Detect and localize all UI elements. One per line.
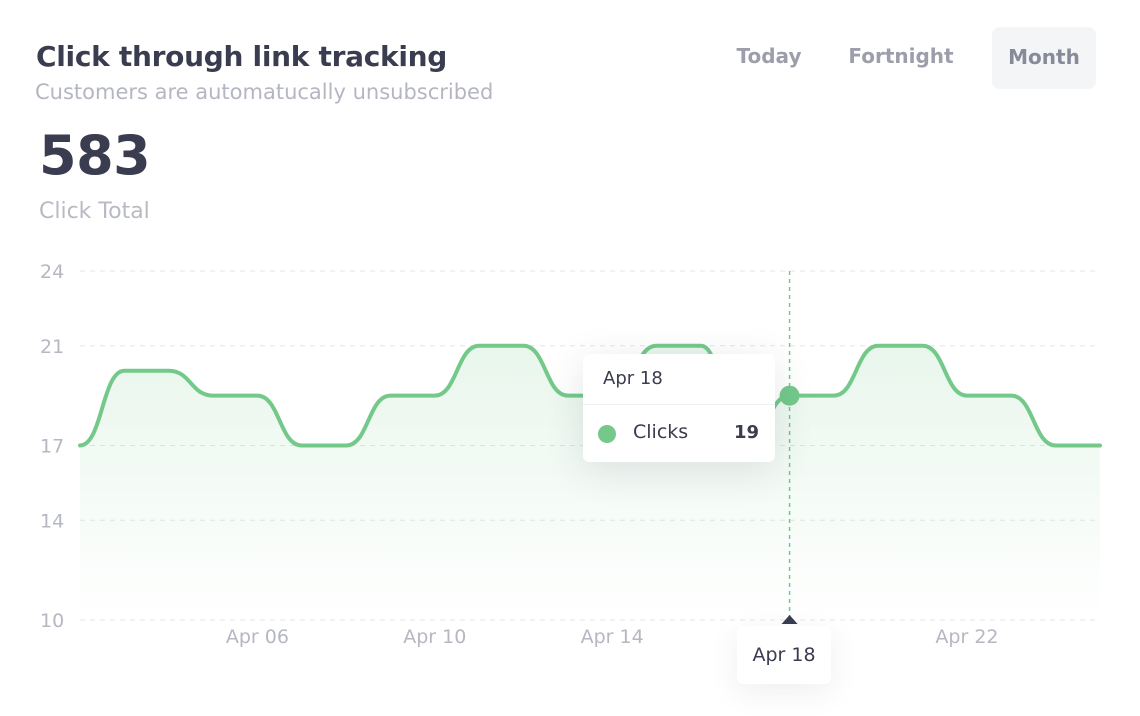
data-point <box>1097 443 1103 449</box>
y-tick-label: 17 <box>40 436 64 458</box>
tooltip-series-name: Clicks <box>633 421 689 443</box>
data-point <box>964 393 970 399</box>
x-tick-label: Apr 06 <box>226 626 289 648</box>
x-tick-label: Apr 14 <box>581 626 644 648</box>
click-total-value: 583 <box>39 124 151 187</box>
tooltip-series-value: 19 <box>733 422 759 443</box>
tooltip-date: Apr 18 <box>603 368 663 389</box>
data-point <box>254 393 260 399</box>
hover-point <box>779 385 800 406</box>
data-point <box>432 393 438 399</box>
range-tabs: Today Fortnight Month <box>704 26 1100 89</box>
x-tick-label: Apr 22 <box>935 626 998 648</box>
tab-today[interactable]: Today <box>736 44 802 68</box>
data-point <box>698 343 704 349</box>
data-point <box>831 393 837 399</box>
y-tick-label: 24 <box>40 261 64 283</box>
tab-month[interactable]: Month <box>992 27 1096 89</box>
chart-title: Click through link tracking <box>36 40 448 73</box>
chart-subtitle: Customers are automatucally unsubscribed <box>35 80 494 104</box>
data-point <box>299 443 305 449</box>
data-point <box>1053 443 1059 449</box>
data-point <box>520 343 526 349</box>
data-point <box>1008 393 1014 399</box>
data-point <box>654 343 660 349</box>
data-point <box>77 443 83 449</box>
crosshair-date-text: Apr 18 <box>752 644 816 666</box>
chart-tooltip: Apr 18 Clicks 19 <box>583 354 775 462</box>
data-point <box>121 368 127 374</box>
y-axis: 10 14 17 21 24 <box>40 261 64 632</box>
y-tick-label: 14 <box>40 510 64 532</box>
data-point <box>343 443 349 449</box>
series-dot-icon <box>598 425 616 443</box>
tooltip-divider <box>583 404 775 405</box>
tab-fortnight[interactable]: Fortnight <box>848 44 954 68</box>
y-tick-label: 21 <box>40 336 64 358</box>
clicks-area <box>80 345 1100 620</box>
data-point <box>387 393 393 399</box>
data-point <box>565 393 571 399</box>
y-tick-label: 10 <box>40 610 64 632</box>
click-total-label: Click Total <box>39 199 150 224</box>
data-point <box>210 393 216 399</box>
crosshair-marker-icon <box>781 615 798 624</box>
data-point <box>476 343 482 349</box>
data-point <box>875 343 881 349</box>
data-point <box>920 343 926 349</box>
x-tick-label: Apr 10 <box>403 626 466 648</box>
data-point <box>166 368 172 374</box>
crosshair-date-label: Apr 18 <box>737 626 831 684</box>
